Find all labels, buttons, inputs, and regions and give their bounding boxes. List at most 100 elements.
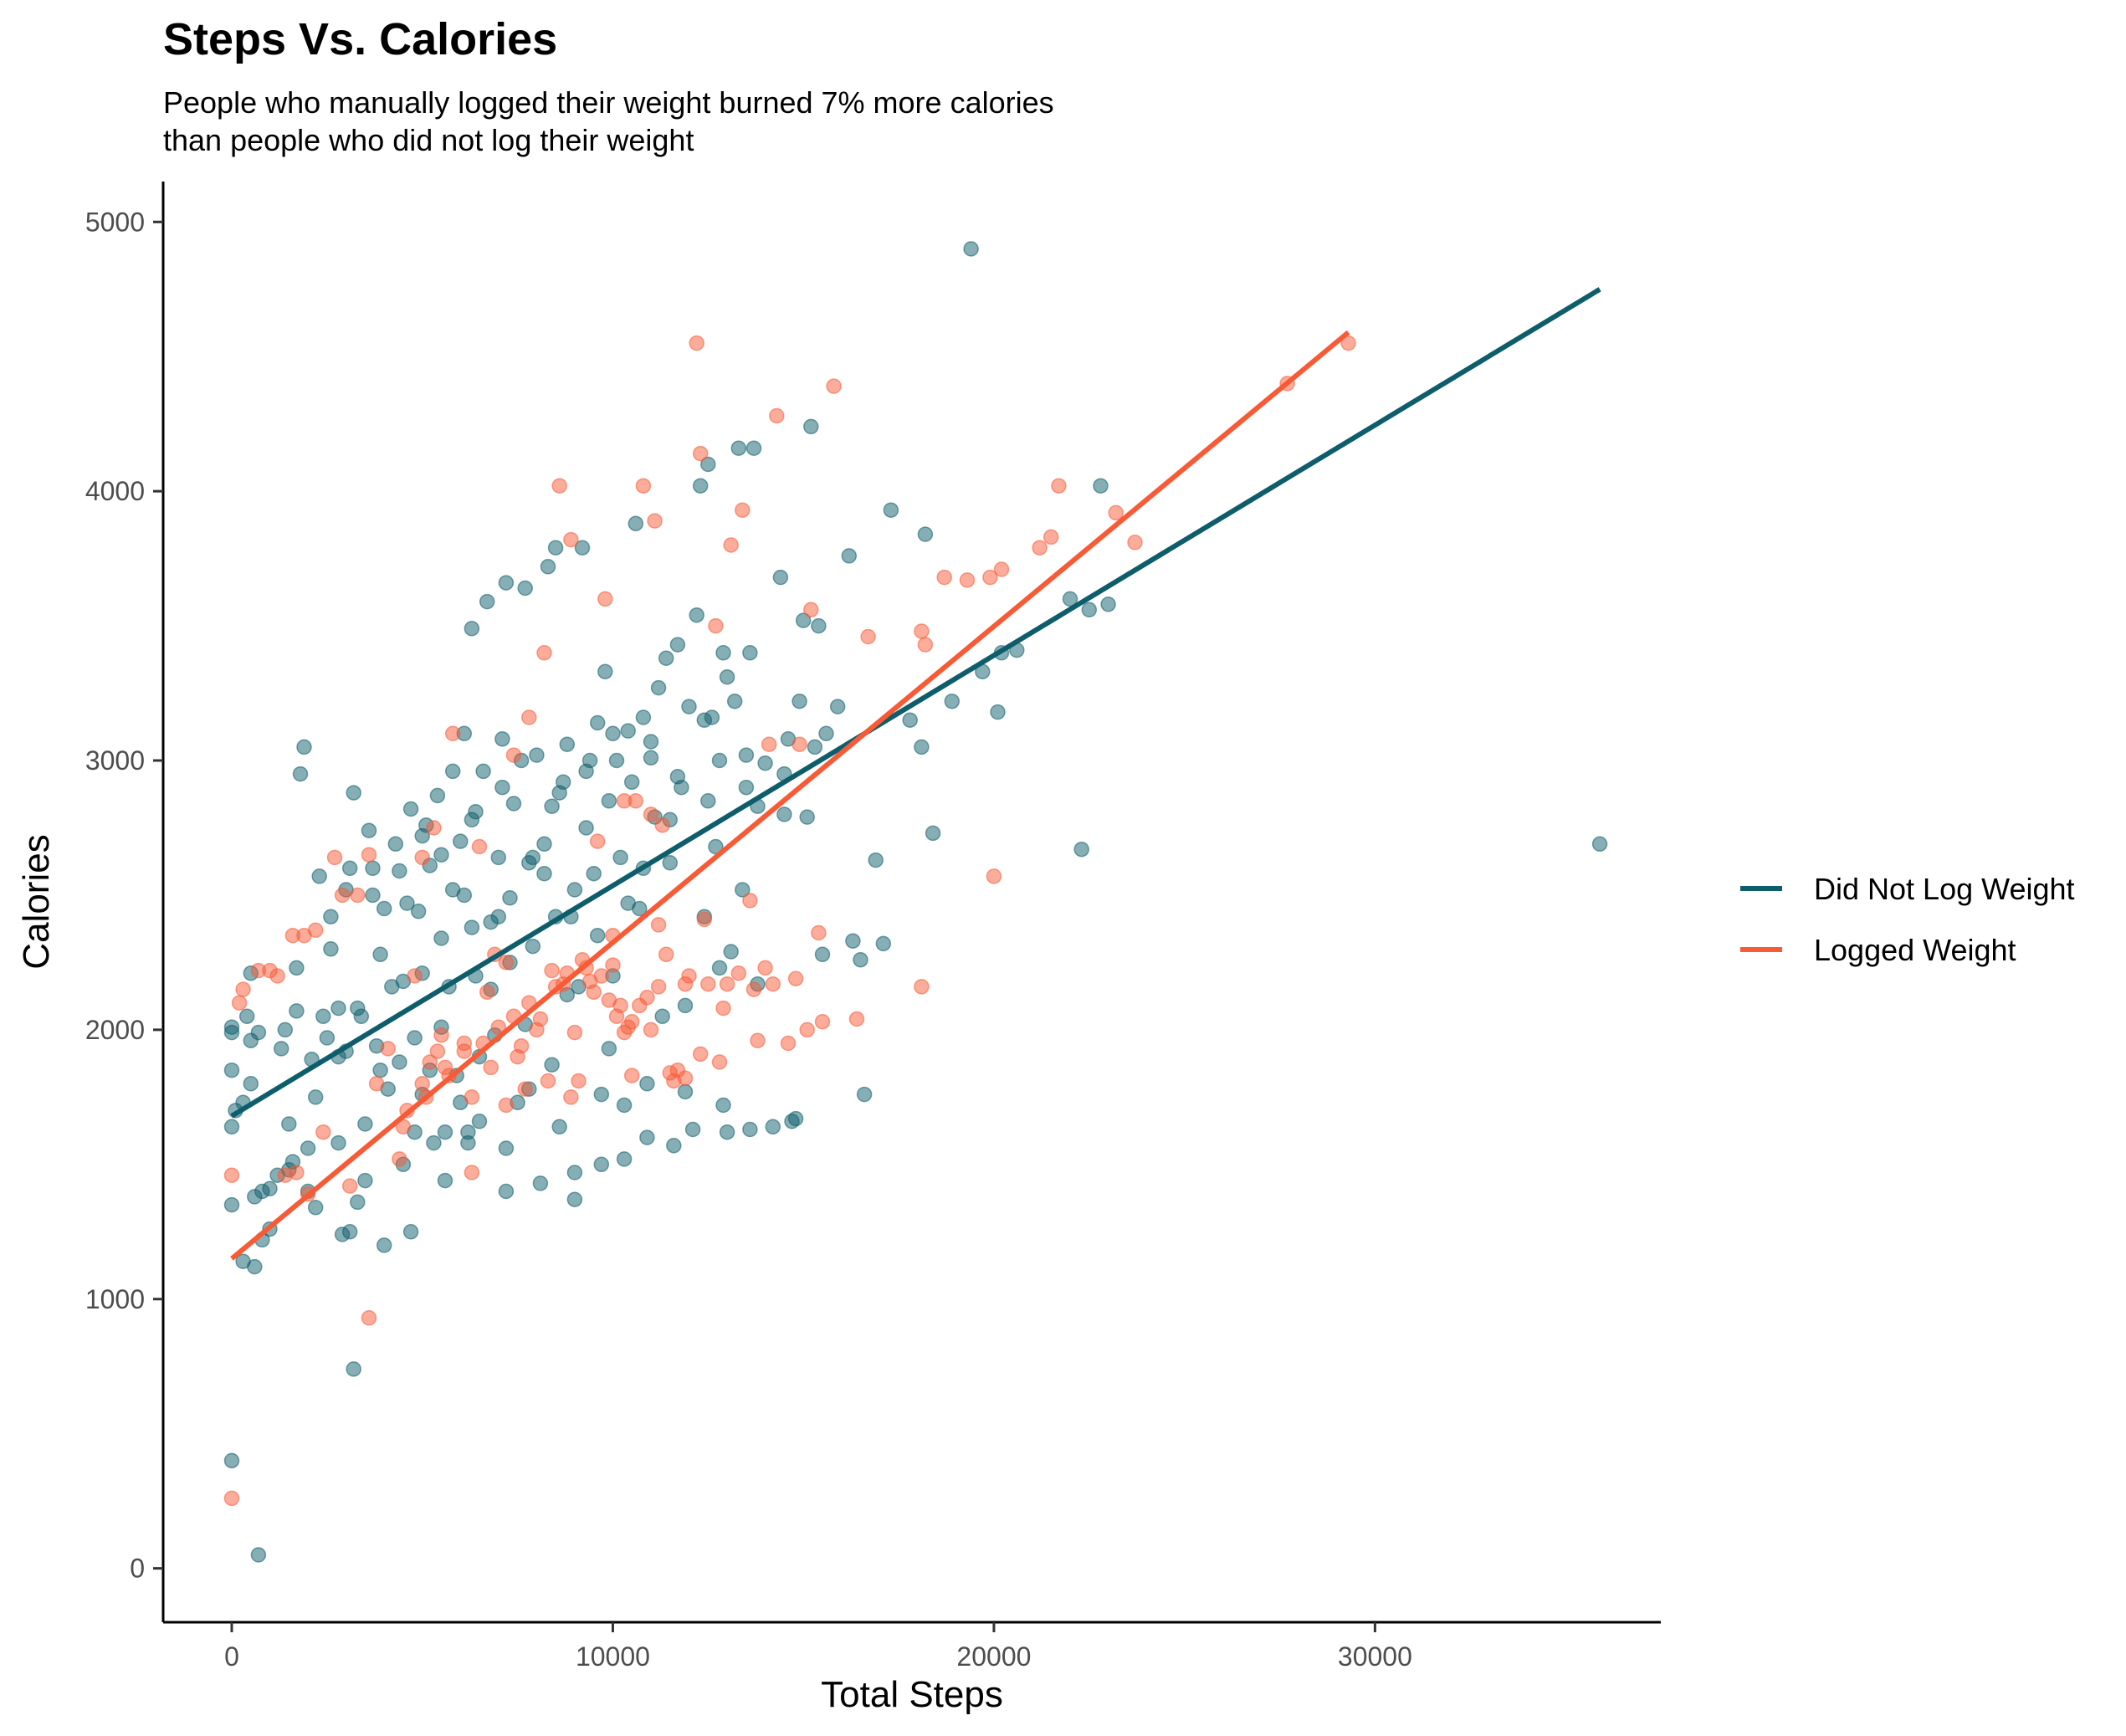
data-point-series-0 [250,1024,267,1041]
data-point-series-0 [529,747,545,763]
data-point-series-0 [605,725,621,742]
data-point-series-1 [936,569,952,586]
data-point-series-1 [414,1076,430,1092]
data-point-series-1 [361,1310,377,1326]
data-point-series-1 [350,887,366,904]
data-point-series-1 [765,976,781,992]
data-point-series-0 [735,882,751,898]
data-point-series-0 [944,693,961,709]
data-point-series-0 [597,663,613,680]
data-point-series-0 [677,997,694,1014]
data-point-series-1 [616,1024,633,1041]
legend-label-series-0: Did Not Log Weight [1814,872,2075,906]
data-point-series-0 [715,1097,731,1114]
data-point-series-1 [601,992,617,1008]
data-point-series-0 [357,1172,373,1189]
data-point-series-0 [868,852,884,868]
data-point-series-1 [623,1013,640,1030]
data-point-series-0 [669,769,686,785]
data-point-series-0 [902,712,918,728]
data-point-series-0 [223,1119,240,1135]
data-point-series-1 [791,736,807,752]
data-point-series-0 [730,440,747,456]
data-point-series-0 [330,1134,346,1151]
data-point-series-0 [566,1165,583,1180]
data-point-series-1 [464,1165,480,1180]
data-point-series-0 [715,645,731,661]
data-point-series-0 [742,1121,758,1138]
data-point-series-0 [490,849,507,866]
chart-subtitle: People who manually logged their weight … [163,84,1054,159]
data-point-series-1 [223,1167,240,1183]
chart-subtitle-line-1: People who manually logged their weight … [163,85,1054,120]
y-axis-title: Calories [16,834,57,969]
data-point-series-0 [1062,591,1078,607]
data-point-series-0 [243,1076,259,1092]
data-point-series-0 [589,927,606,944]
data-point-series-0 [669,637,686,653]
data-point-series-0 [494,731,510,747]
data-point-series-1 [1340,335,1356,351]
data-point-series-1 [429,1043,446,1059]
data-point-series-1 [650,979,667,995]
data-point-series-0 [464,621,480,637]
data-point-series-0 [365,887,381,904]
data-point-series-0 [402,1224,419,1240]
data-point-series-0 [399,895,415,911]
data-point-series-0 [814,946,831,963]
data-point-series-0 [914,739,930,755]
data-point-series-0 [341,1224,358,1240]
data-point-series-0 [547,540,564,556]
legend-label-series-1: Logged Weight [1814,933,2016,967]
data-point-series-0 [464,919,480,935]
data-point-series-0 [1073,841,1089,858]
data-point-series-0 [490,909,507,924]
data-point-series-0 [608,752,625,769]
data-point-series-0 [315,1008,331,1025]
data-point-series-1 [761,736,777,752]
data-point-series-0 [612,849,628,866]
data-point-series-1 [1051,478,1067,494]
data-point-series-1 [444,725,461,742]
data-point-series-1 [1043,529,1059,545]
data-point-series-1 [692,445,709,462]
data-point-series-0 [574,540,591,556]
data-point-series-0 [791,693,807,709]
data-point-series-1 [696,911,713,928]
data-point-series-0 [311,868,327,884]
data-point-series-1 [597,591,613,607]
data-point-series-0 [616,1151,633,1167]
data-point-series-0 [372,946,388,963]
data-point-series-1 [860,628,876,645]
data-point-series-0 [289,1003,305,1019]
data-point-series-1 [380,1041,396,1057]
data-point-series-0 [387,836,404,853]
data-point-series-0 [429,787,446,804]
y-tick-label: 3000 [85,745,145,776]
data-point-series-1 [392,1151,407,1167]
data-point-series-1 [334,887,351,904]
data-point-series-1 [498,1097,515,1114]
data-point-series-0 [262,1180,278,1197]
data-point-series-1 [632,997,648,1014]
x-tick-label: 20000 [956,1641,1031,1672]
data-point-series-0 [479,593,495,610]
data-point-series-0 [277,1022,294,1038]
data-point-series-1 [566,1024,583,1041]
data-point-series-0 [517,580,533,597]
data-point-series-0 [559,736,576,752]
data-point-series-1 [848,1011,865,1027]
data-point-series-1 [993,561,1010,577]
data-point-series-0 [711,960,728,976]
data-point-series-0 [795,612,812,628]
data-point-series-1 [811,924,827,941]
data-point-series-0 [250,1547,267,1563]
data-point-series-0 [666,1138,682,1154]
data-point-series-0 [635,709,652,725]
data-point-series-0 [745,440,762,456]
data-point-series-1 [1127,535,1143,551]
data-point-series-0 [223,1019,240,1035]
data-point-series-1 [593,968,610,984]
data-point-series-0 [433,847,449,863]
